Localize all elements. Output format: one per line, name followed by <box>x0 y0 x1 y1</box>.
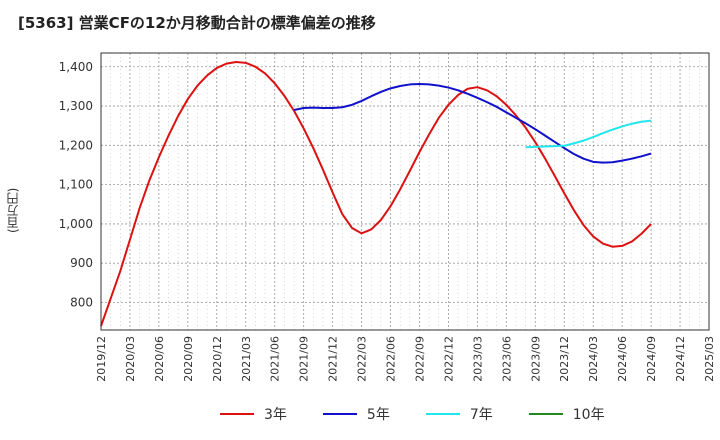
legend-label: 5年 <box>366 407 390 423</box>
y-tick-label: 1,000 <box>59 217 93 231</box>
legend-label: 7年 <box>469 407 493 423</box>
legend-item: 10年 <box>528 404 605 424</box>
x-tick-label: 2024/09 <box>645 336 658 382</box>
x-tick-label: 2023/09 <box>529 336 542 382</box>
series-line-7年 <box>525 119 652 149</box>
x-tick-labels: 2019/12 2020/03 2020/06 2020/09 2020/12 2021/… <box>95 336 716 382</box>
x-tick-label: 2021/12 <box>327 336 340 382</box>
legend-item: 7年 <box>425 404 493 424</box>
y-tick-labels: 800 900 1,000 1,100 1,200 1,300 1,400 <box>59 60 93 310</box>
series-line-5年 <box>293 83 652 164</box>
x-tick-label: 2022/06 <box>385 336 398 382</box>
x-tick-label: 2024/06 <box>616 336 629 382</box>
x-tick-label: 2021/03 <box>240 336 253 382</box>
legend-swatch <box>220 413 254 415</box>
x-tick-label: 2024/03 <box>587 336 600 382</box>
x-tick-label: 2022/03 <box>356 336 369 382</box>
y-tick-label: 900 <box>70 256 93 270</box>
chart-title: [5363] 営業CFの12か月移動合計の標準偏差の推移 <box>18 14 376 32</box>
y-tick-label: 1,200 <box>59 138 93 152</box>
y-tick-label: 1,100 <box>59 178 93 192</box>
x-tick-label: 2022/12 <box>442 336 455 382</box>
y-tick-label: 1,400 <box>59 60 93 74</box>
grid-lines <box>100 53 710 330</box>
x-tick-label: 2023/03 <box>471 336 484 382</box>
legend: 3年 5年 7年 10年 <box>220 404 605 424</box>
legend-label: 10年 <box>572 407 605 423</box>
x-tick-label: 2020/09 <box>182 336 195 382</box>
plot-frame <box>100 52 710 331</box>
y-tick-label: 800 <box>70 295 93 309</box>
x-tick-label: 2020/03 <box>124 336 137 382</box>
x-tick-label: 2023/06 <box>500 336 513 382</box>
x-tick-label: 2024/12 <box>674 336 687 382</box>
x-tick-label: 2019/12 <box>95 336 108 382</box>
legend-swatch <box>528 413 563 415</box>
x-tick-label: 2020/06 <box>153 336 166 382</box>
x-tick-label: 2020/12 <box>211 336 224 382</box>
series-lines <box>100 61 652 327</box>
legend-label: 3年 <box>264 407 287 423</box>
x-tick-label: 2021/09 <box>298 336 311 382</box>
x-tick-label: 2025/03 <box>703 336 716 382</box>
legend-item: 3年 <box>220 404 287 424</box>
x-tick-label: 2022/09 <box>413 336 426 382</box>
x-tick-label: 2023/12 <box>558 336 571 382</box>
legend-swatch <box>322 413 357 415</box>
series-line-3年 <box>100 61 652 327</box>
legend-swatch <box>425 413 460 415</box>
legend-item: 5年 <box>322 404 390 424</box>
x-tick-label: 2021/06 <box>269 336 282 382</box>
y-tick-label: 1,300 <box>59 99 93 113</box>
